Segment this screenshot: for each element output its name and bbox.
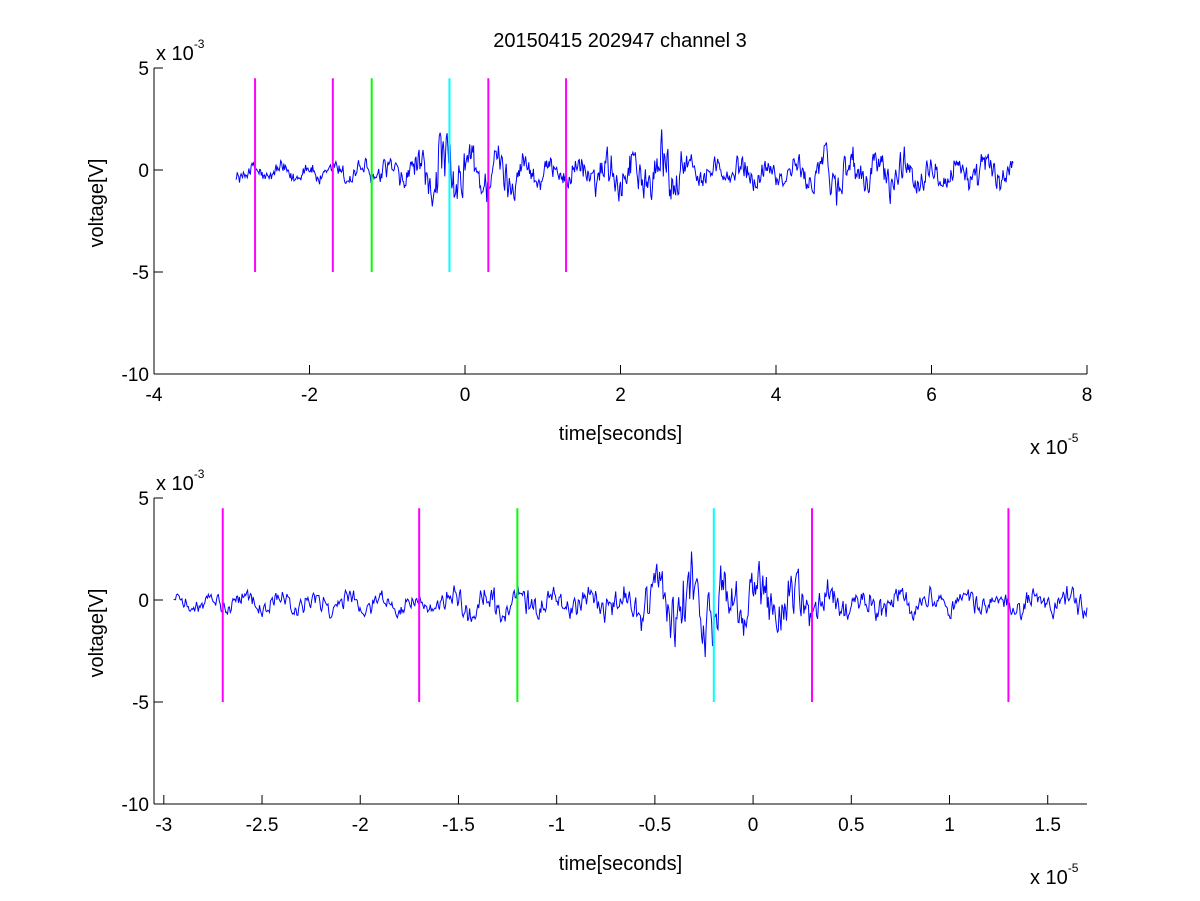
x-tick-label: 0: [460, 385, 471, 406]
x-tick-label: 8: [1082, 385, 1093, 406]
y-tick-label: -5: [132, 693, 149, 714]
x-tick-label: -1: [548, 815, 565, 836]
y-tick-label: -5: [132, 263, 149, 284]
y-tick-label: 5: [138, 489, 149, 510]
figure-title: 20150415 202947 channel 3: [493, 30, 747, 52]
x-axis-label: time[seconds]: [559, 423, 682, 445]
x-tick-label: 0: [748, 815, 759, 836]
y-tick-label: -10: [122, 365, 149, 386]
x-tick-label: -1.5: [442, 815, 475, 836]
y-axis-label: voltage[V]: [86, 159, 108, 248]
signal-line: [173, 551, 1088, 658]
y-tick-label: -10: [122, 795, 149, 816]
x-tick-label: -2.5: [246, 815, 279, 836]
x-tick-label: 4: [771, 385, 782, 406]
x-tick-label: -4: [146, 385, 163, 406]
x-tick-label: 1: [944, 815, 955, 836]
x-exponent: -5: [1068, 861, 1079, 875]
y-exponent: -3: [194, 467, 205, 481]
x-tick-label: 1.5: [1035, 815, 1061, 836]
x-tick-label: 0.5: [838, 815, 864, 836]
x-axis-label: time[seconds]: [559, 853, 682, 875]
x-tick-label: 2: [615, 385, 626, 406]
x-exponent: -5: [1068, 431, 1079, 445]
signal-line: [235, 129, 1014, 207]
x-tick-label: 6: [926, 385, 937, 406]
x-tick-label: -0.5: [638, 815, 671, 836]
y-tick-label: 5: [138, 59, 149, 80]
x-tick-label: -2: [352, 815, 369, 836]
y-axis-label: voltage[V]: [86, 589, 108, 678]
y-tick-label: 0: [138, 591, 149, 612]
y-exponent: -3: [194, 37, 205, 51]
top-plot: -4 -2 0 2 4 6 8-10-505time[seconds]voltage[V]x…: [86, 37, 1092, 459]
x-tick-label: -2: [301, 385, 318, 406]
x-tick-label: -3: [155, 815, 172, 836]
y-tick-label: 0: [138, 161, 149, 182]
